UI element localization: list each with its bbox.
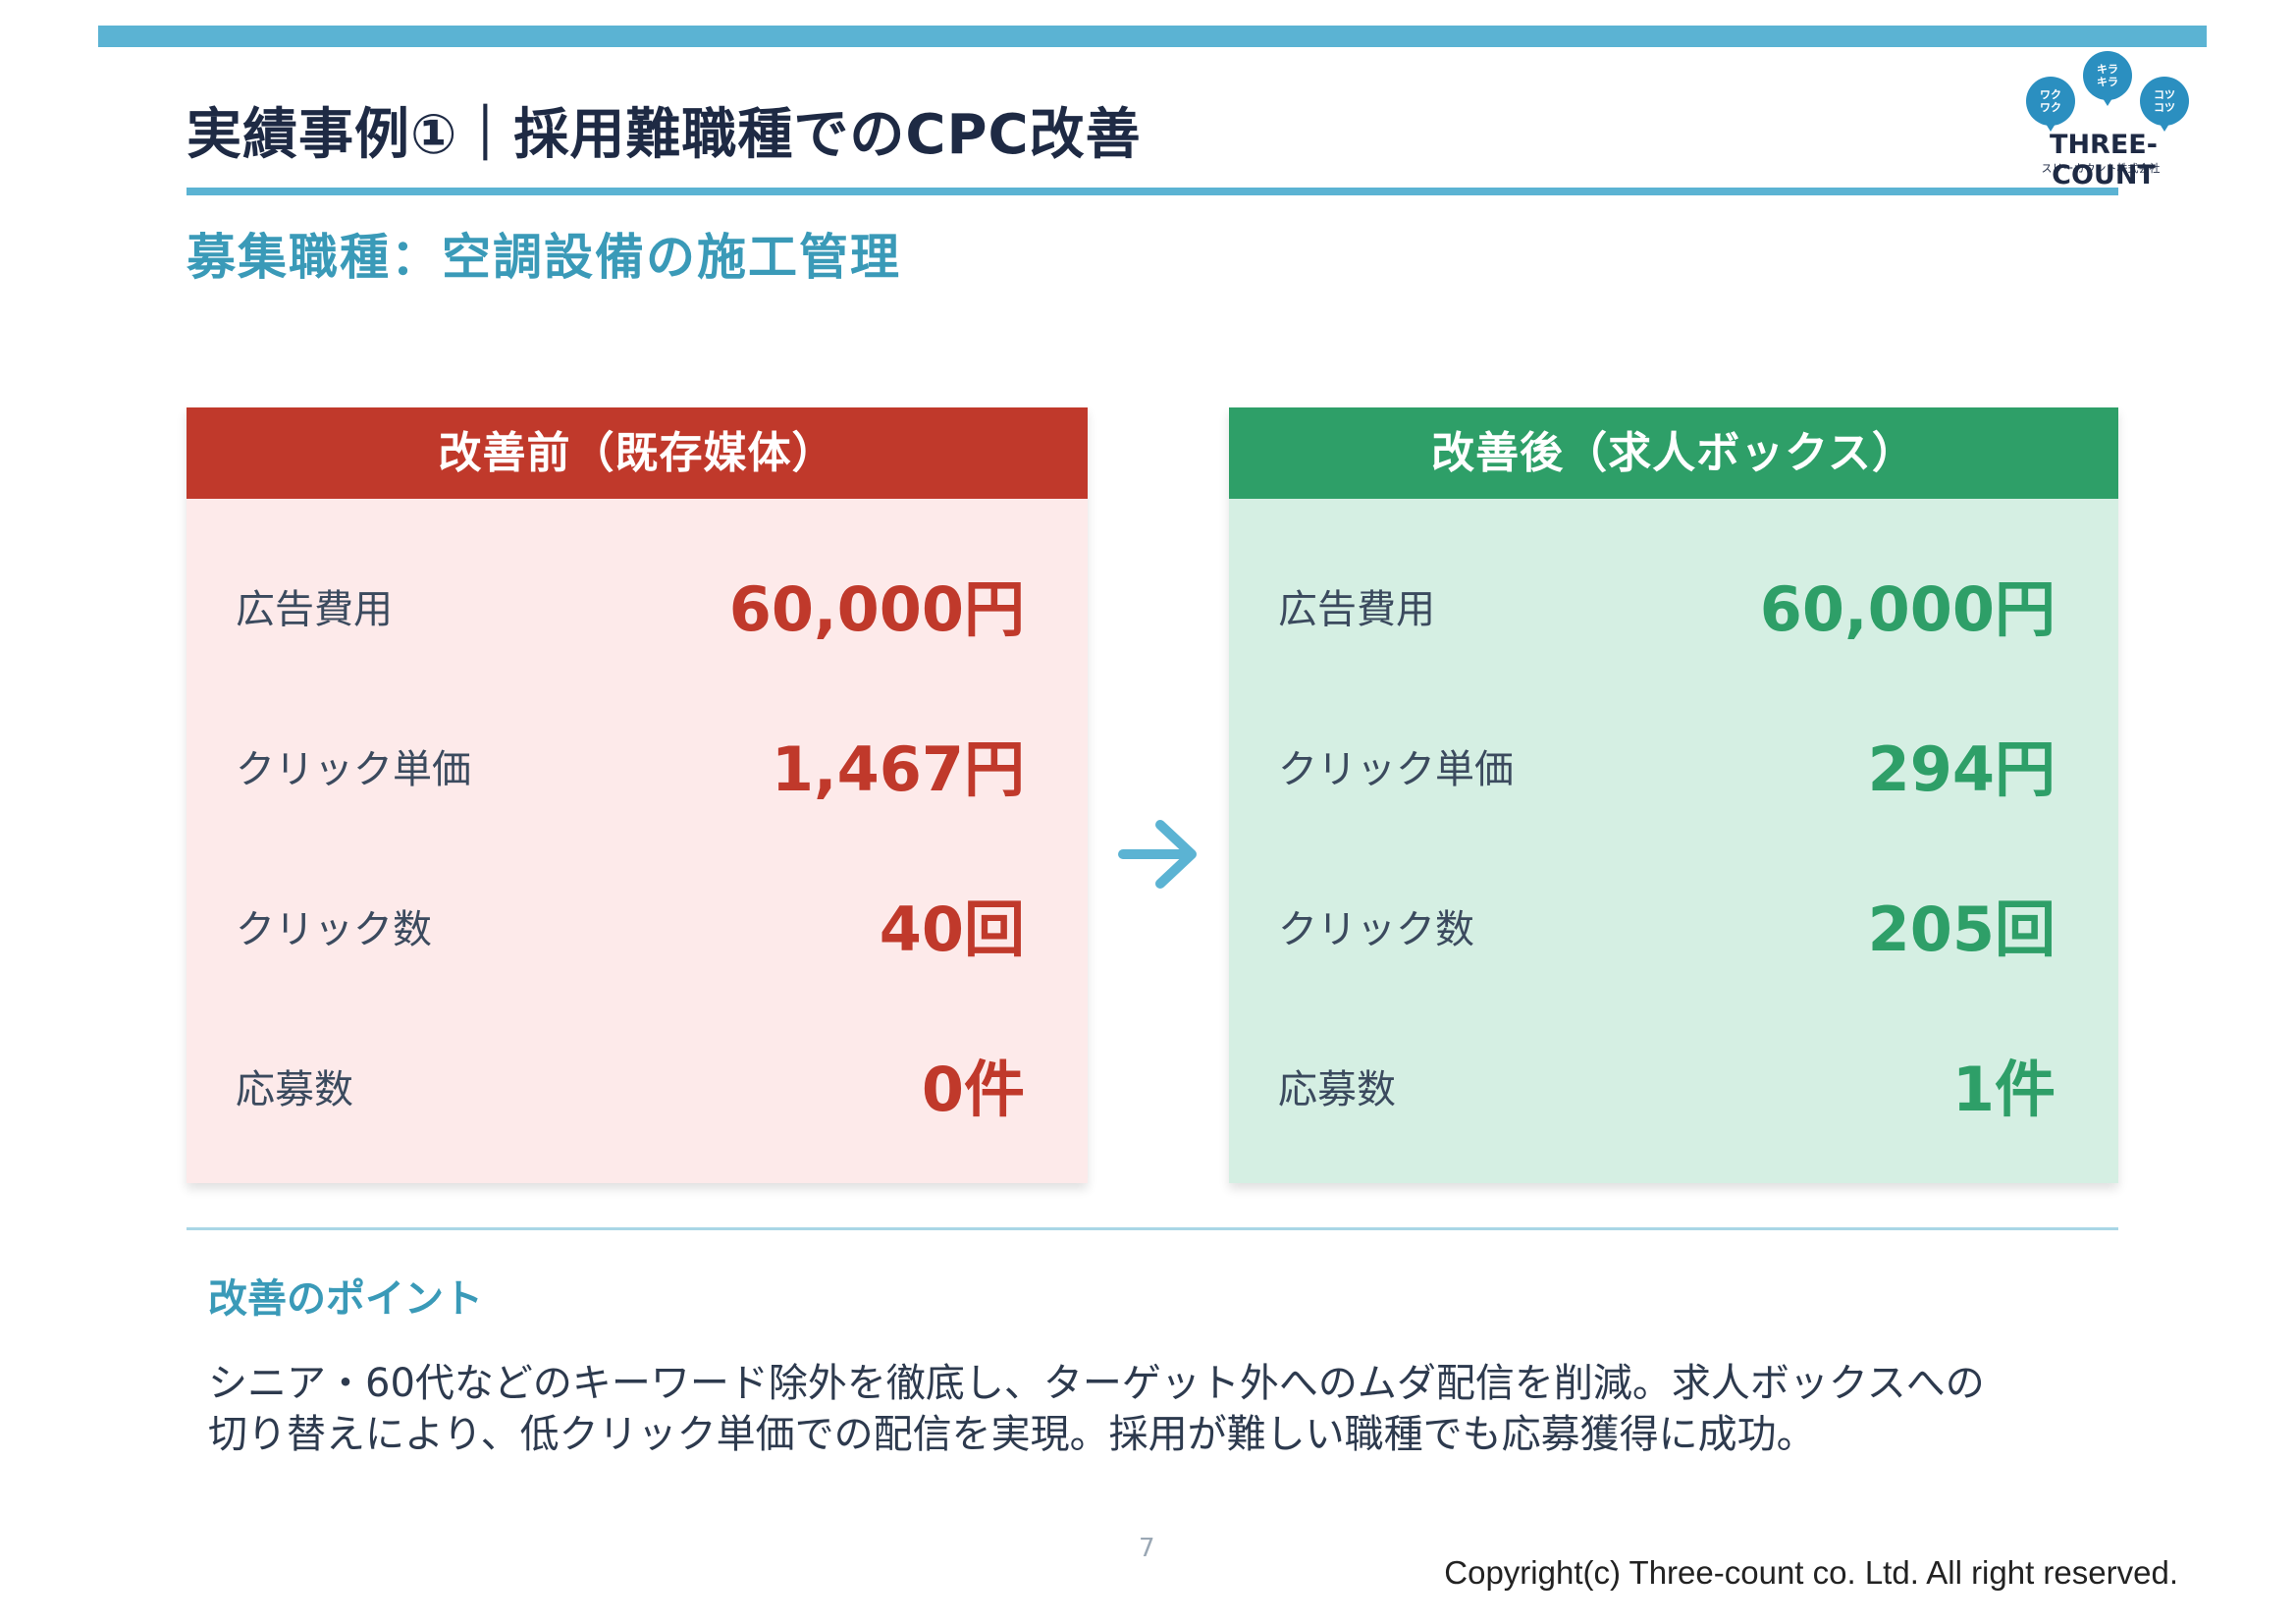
logo-company-name: スリーカウント株式会社 — [2041, 162, 2161, 175]
metric-value: 1,467円 — [771, 733, 1025, 805]
page-number: 7 — [1139, 1534, 1155, 1563]
metric-label: 広告費用 — [1278, 587, 1435, 632]
before-panel-header: 改善前（既存媒体） — [187, 407, 1088, 499]
title-underline — [187, 188, 2118, 195]
improvement-point-body: シニア・60代などのキーワード除外を徹底し、ターゲット外へのムダ配信を削減。求人… — [208, 1358, 2103, 1460]
logo-bubble-icon: キラ キラ — [2083, 51, 2132, 106]
copyright-notice: Copyright(c) Three-count co. Ltd. All ri… — [1444, 1554, 2178, 1591]
job-category-subtitle: 募集職種：空調設備の施工管理 — [187, 229, 901, 286]
after-panel-header: 改善後（求人ボックス） — [1229, 407, 2118, 499]
metric-label: クリック数 — [1278, 907, 1474, 952]
before-panel: 改善前（既存媒体） 広告費用 60,000円 クリック単価 1,467円 クリッ… — [187, 407, 1088, 1183]
arrow-right-icon — [1118, 820, 1197, 889]
metric-label: 広告費用 — [236, 587, 393, 632]
body-line: 切り替えにより、低クリック単価での配信を実現。採用が難しい職種でも応募獲得に成功… — [208, 1412, 1816, 1457]
metric-row: 広告費用 60,000円 — [1278, 560, 2056, 645]
metric-row: 応募数 1件 — [1278, 1040, 2056, 1125]
metric-label: クリック数 — [236, 907, 432, 952]
logo-wordmark: THREE-COUNT — [2050, 130, 2158, 190]
metric-label: 応募数 — [236, 1067, 353, 1112]
slide-title: 実績事例①｜採用難職種でのCPC改善 — [187, 103, 1142, 167]
metric-value: 294円 — [1867, 733, 2056, 805]
metric-row: クリック単価 294円 — [1278, 720, 2056, 805]
body-line: シニア・60代などのキーワード除外を徹底し、ターゲット外へのムダ配信を削減。求人… — [208, 1361, 1985, 1406]
metric-value: 60,000円 — [1759, 573, 2056, 645]
metric-row: クリック数 205回 — [1278, 880, 2056, 965]
metric-row: クリック数 40回 — [236, 880, 1025, 965]
metric-row: 応募数 0件 — [236, 1040, 1025, 1125]
section-divider — [187, 1227, 2118, 1230]
three-count-logo: ワク ワク キラ キラ コツ コツ THREE-COUNT スリーカウント株式会… — [2002, 51, 2199, 190]
metric-row: 広告費用 60,000円 — [236, 560, 1025, 645]
metric-value: 40回 — [879, 893, 1025, 965]
metric-row: クリック単価 1,467円 — [236, 720, 1025, 805]
metric-value: 1件 — [1951, 1054, 2056, 1125]
top-accent-bar — [98, 26, 2207, 47]
metric-value: 60,000円 — [728, 573, 1025, 645]
logo-bubble-icon: ワク ワク — [2026, 77, 2075, 132]
metric-value: 205回 — [1867, 893, 2056, 965]
improvement-point-heading: 改善のポイント — [208, 1276, 483, 1322]
metric-label: クリック単価 — [1278, 747, 1514, 792]
logo-bubble-icon: コツ コツ — [2140, 77, 2189, 132]
metric-label: クリック単価 — [236, 747, 471, 792]
after-panel: 改善後（求人ボックス） 広告費用 60,000円 クリック単価 294円 クリッ… — [1229, 407, 2118, 1183]
metric-value: 0件 — [921, 1054, 1025, 1125]
metric-label: 応募数 — [1278, 1067, 1396, 1112]
